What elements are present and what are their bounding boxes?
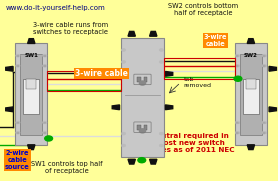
Circle shape	[138, 158, 146, 163]
Circle shape	[45, 136, 53, 141]
Circle shape	[43, 64, 47, 67]
Bar	[26, 79, 36, 89]
Bar	[137, 125, 141, 130]
Polygon shape	[128, 159, 135, 164]
Circle shape	[159, 144, 164, 147]
Circle shape	[235, 54, 240, 57]
Text: SW1: SW1	[24, 53, 38, 58]
Text: neutral required in
most new switch
boxes as of 2011 NEC: neutral required in most new switch boxe…	[147, 133, 234, 153]
Text: SW2: SW2	[244, 53, 258, 58]
Circle shape	[235, 131, 240, 134]
Text: SW2 controls bottom
half of receptacle: SW2 controls bottom half of receptacle	[168, 3, 238, 16]
Polygon shape	[6, 107, 13, 112]
Polygon shape	[28, 39, 35, 43]
Text: 2-wire
cable
source: 2-wire cable source	[5, 150, 30, 170]
Circle shape	[16, 121, 20, 124]
Circle shape	[43, 131, 47, 134]
Circle shape	[262, 121, 267, 124]
Bar	[47, 71, 121, 91]
Text: 3-wire
cable: 3-wire cable	[204, 34, 227, 47]
Bar	[15, 43, 47, 145]
Bar	[20, 54, 43, 135]
Circle shape	[16, 131, 20, 134]
Circle shape	[121, 144, 126, 147]
Polygon shape	[165, 105, 173, 110]
Circle shape	[262, 64, 267, 67]
Circle shape	[139, 129, 146, 133]
Circle shape	[262, 54, 267, 57]
Polygon shape	[128, 31, 135, 36]
Polygon shape	[247, 39, 255, 43]
Bar	[23, 79, 39, 114]
Polygon shape	[247, 145, 255, 150]
Text: SW1 controls top half
of receptacle: SW1 controls top half of receptacle	[31, 161, 103, 174]
Circle shape	[262, 131, 267, 134]
Circle shape	[121, 132, 126, 135]
Text: 3-wire cable: 3-wire cable	[75, 69, 128, 78]
Polygon shape	[112, 71, 120, 76]
Bar	[164, 58, 235, 79]
Text: 3-wire cable runs from
switches to receptacle: 3-wire cable runs from switches to recep…	[33, 22, 108, 35]
Circle shape	[43, 54, 47, 57]
Polygon shape	[112, 105, 120, 110]
Bar	[137, 77, 141, 82]
Circle shape	[121, 49, 126, 51]
Bar	[235, 43, 267, 145]
Circle shape	[159, 49, 164, 51]
Circle shape	[139, 81, 146, 85]
Bar	[143, 77, 147, 82]
Text: www.do-it-yourself-help.com: www.do-it-yourself-help.com	[6, 5, 105, 10]
Bar	[243, 79, 259, 114]
Circle shape	[234, 76, 242, 81]
Circle shape	[159, 60, 164, 63]
Polygon shape	[150, 159, 157, 164]
Polygon shape	[28, 145, 35, 150]
Circle shape	[235, 121, 240, 124]
Polygon shape	[6, 66, 13, 71]
Bar	[143, 125, 147, 130]
Text: tab
removed: tab removed	[183, 77, 212, 88]
Circle shape	[159, 132, 164, 135]
Polygon shape	[269, 107, 276, 112]
Polygon shape	[269, 66, 276, 71]
Bar	[240, 54, 262, 135]
Circle shape	[16, 54, 20, 57]
Bar	[121, 38, 164, 157]
Circle shape	[43, 121, 47, 124]
Bar	[246, 79, 256, 89]
Circle shape	[121, 60, 126, 63]
Polygon shape	[150, 31, 157, 36]
Circle shape	[235, 64, 240, 67]
Polygon shape	[165, 71, 173, 76]
Circle shape	[16, 64, 20, 67]
